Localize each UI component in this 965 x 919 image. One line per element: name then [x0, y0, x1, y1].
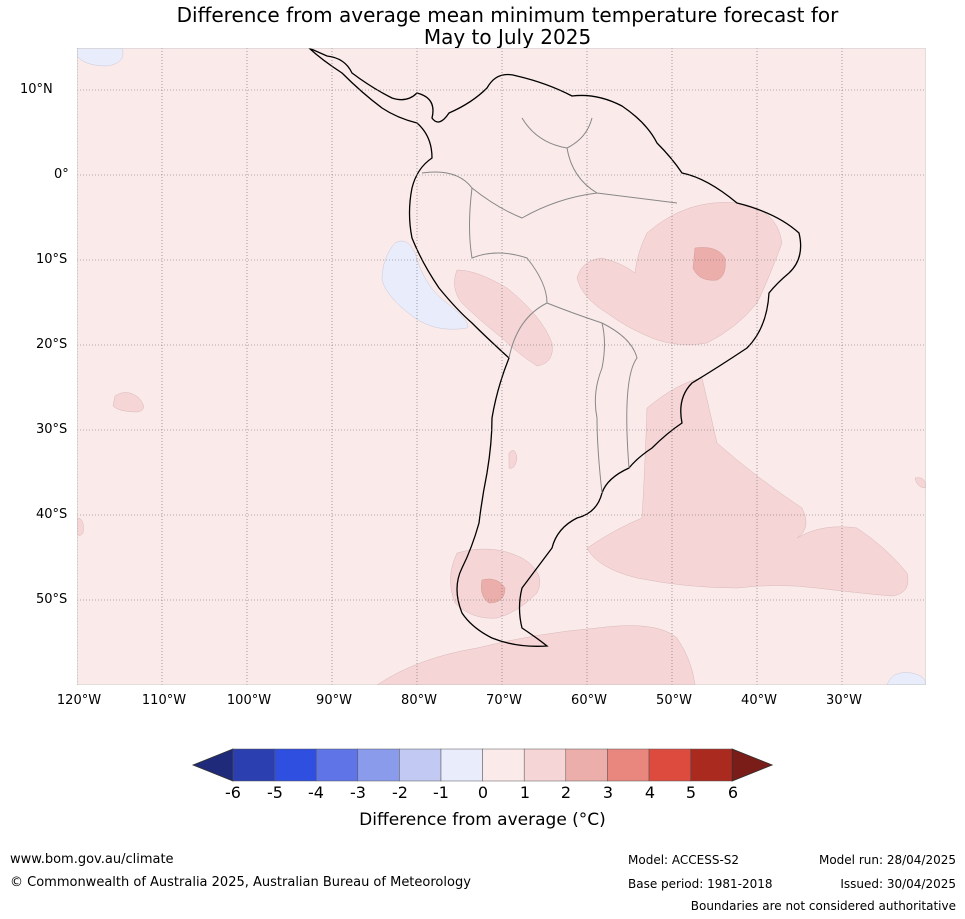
coastline [308, 48, 802, 647]
lat-label: 10°S [36, 252, 68, 267]
lon-label: 120°W [56, 693, 102, 708]
colorbar-segment [607, 748, 650, 782]
anomaly-warm-patch [586, 377, 909, 597]
colorbar-tick: 0 [477, 783, 489, 802]
anomaly-hot-patch [692, 247, 726, 281]
boundaries-disclaimer: Boundaries are not considered authoritat… [690, 899, 956, 913]
colorbar-arrow-high [731, 748, 774, 782]
lon-label: 70°W [486, 693, 522, 708]
anomaly-cool-patch [381, 240, 469, 330]
lon-label: 90°W [316, 693, 352, 708]
anomaly-warm-patch [376, 625, 696, 685]
colorbar-tick: 5 [685, 783, 697, 802]
model-name: Model: ACCESS-S2 [628, 853, 740, 867]
colorbar-tick: 3 [602, 783, 614, 802]
lat-label: 40°S [36, 507, 68, 522]
country-borders [421, 117, 678, 494]
colorbar-tick: 6 [727, 783, 739, 802]
map-canvas [77, 48, 926, 685]
chart-title: Difference from average mean minimum tem… [0, 4, 965, 48]
lat-label: 50°S [36, 592, 68, 607]
colorbar-tick: -6 [225, 783, 241, 802]
colorbar-tick: -3 [350, 783, 366, 802]
lat-label: 10°N [20, 82, 53, 97]
title-line-1: Difference from average mean minimum tem… [176, 3, 839, 27]
anomaly-cool-patch [77, 48, 124, 67]
forecast-map [77, 48, 926, 685]
anomaly-warm-patch [508, 450, 518, 469]
colorbar-segment [690, 748, 733, 782]
lon-label: 60°W [571, 693, 607, 708]
anomaly-hot-patch [481, 578, 506, 604]
anomaly-warm-patch [914, 477, 926, 489]
colorbar-tick: -2 [392, 783, 408, 802]
colorbar-segment [357, 748, 400, 782]
base-period: Base period: 1981-2018 [628, 877, 773, 891]
map-border [77, 48, 926, 685]
colorbar-segment [482, 748, 525, 782]
gridlines [77, 48, 926, 685]
colorbar-title: Difference from average (°C) [359, 810, 606, 830]
colorbar-segment [648, 748, 691, 782]
lon-label: 50°W [656, 693, 692, 708]
title-line-2: May to July 2025 [423, 25, 592, 49]
lon-label: 100°W [226, 693, 272, 708]
lat-label: 0° [54, 167, 69, 182]
colorbar-segment [232, 748, 275, 782]
anomaly-warm-patch [454, 269, 553, 367]
colorbar-tick: -5 [267, 783, 283, 802]
model-run-date: Model run: 28/04/2025 [818, 853, 956, 867]
lat-label: 20°S [36, 337, 68, 352]
colorbar-tick: 2 [560, 783, 572, 802]
lon-label: 30°W [826, 693, 862, 708]
colorbar-tick: -4 [308, 783, 324, 802]
colorbar-tick: -1 [433, 783, 449, 802]
lon-label: 80°W [401, 693, 437, 708]
colorbar-tick: 4 [644, 783, 656, 802]
lon-label: 40°W [741, 693, 777, 708]
colorbar-segment [315, 748, 359, 782]
colorbar-segment [274, 748, 317, 782]
colorbar-tick: 1 [519, 783, 531, 802]
colorbar-segment [565, 748, 608, 782]
colorbar [191, 748, 774, 782]
lon-label: 110°W [141, 693, 187, 708]
lat-label: 30°S [36, 422, 68, 437]
colorbar-segment [523, 748, 567, 782]
issued-date: Issued: 30/04/2025 [840, 877, 956, 891]
anomaly-warm-patch [112, 392, 144, 413]
colorbar-segment [440, 748, 483, 782]
website-link[interactable]: www.bom.gov.au/climate [10, 852, 174, 867]
colorbar-arrow-low [191, 748, 234, 782]
copyright-text: © Commonwealth of Australia 2025, Austra… [10, 875, 471, 890]
colorbar-segment [399, 748, 442, 782]
